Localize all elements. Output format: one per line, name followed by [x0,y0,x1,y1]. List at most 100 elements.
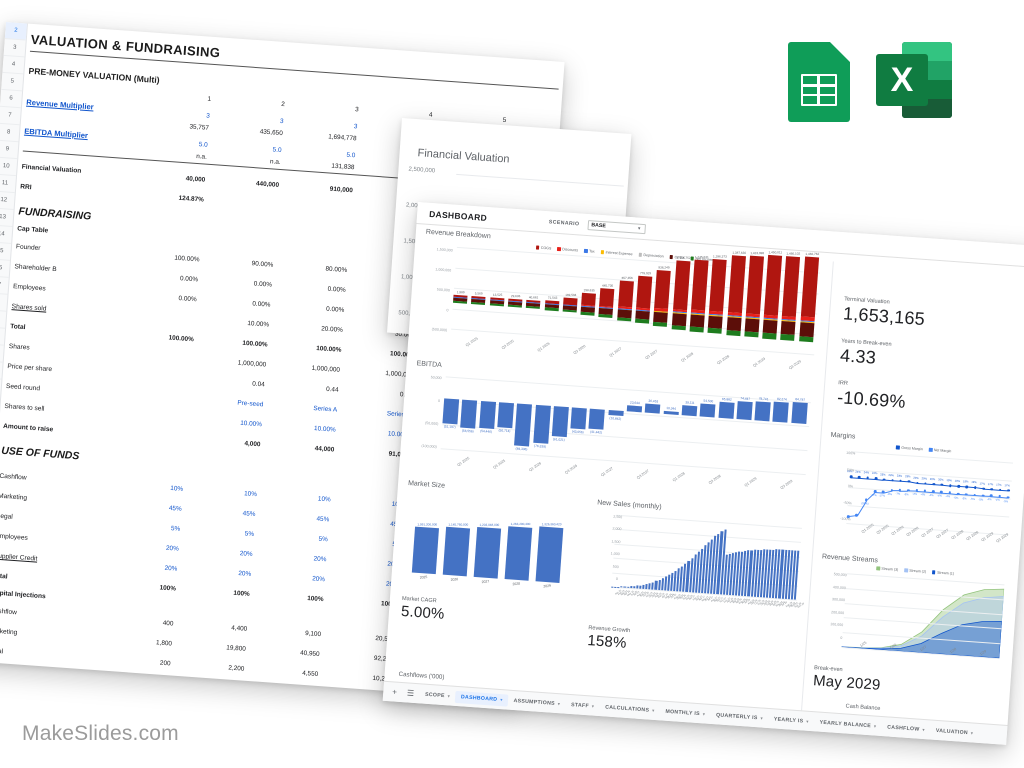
all-sheets-icon[interactable]: ☰ [406,688,415,698]
sheet-tab-quarterly-is[interactable]: QUARTERLY IS ▾ [710,708,769,724]
sheet-tab-scope[interactable]: SCOPE ▾ [419,688,456,703]
kpi-value: 5.00% [400,602,446,623]
x-tick-label: 2029 [543,583,552,589]
gridline [442,424,808,452]
sheet-tab-yearly-is[interactable]: YEARLY IS ▾ [768,713,815,728]
x-tick-label: Q1 2029 [752,356,766,368]
data-label: 23% [904,474,911,479]
bar-data-label: 1,989 [456,290,465,295]
chevron-down-icon[interactable]: ▾ [702,711,706,717]
bar-segment-net-income [725,329,741,337]
sheet-tab-cashflow[interactable]: CASHFLOW ▾ [881,721,930,736]
row-number: 10 [0,157,18,177]
chevron-down-icon[interactable]: ▾ [447,693,451,699]
table-cell: 5.0 [272,146,282,155]
legend-item: Discounts [557,247,578,252]
bar-segment-net-income [798,335,814,343]
chevron-down-icon[interactable]: ▾ [557,701,561,707]
table-cell: 5% [170,525,181,533]
chevron-down-icon[interactable]: ▾ [873,723,877,729]
bar-data-label: (84,336) [515,446,528,452]
legend-label: Tax [588,249,595,254]
new-sales-bar [636,585,639,589]
line-segment [875,478,885,481]
sheet-tab-staff[interactable]: STAFF ▾ [565,698,600,712]
ebitda-bar: 39,111 [681,401,698,416]
data-label: 19% [971,480,977,485]
x-tick-label: Q3 2027 [644,349,659,361]
table-cell [122,416,196,421]
table-cell: 45% [168,504,182,513]
x-tick-label: 2026 [450,577,459,582]
dashboard-body: Revenue Breakdown COGS Discounts Tax Intere… [383,224,1024,745]
chevron-down-icon[interactable]: ▾ [500,697,503,703]
ebitda-bar: 36,453 [645,399,661,414]
x-tick-label: 2025 [419,574,428,580]
x-tick-label: Q1 2028 [680,351,695,363]
bar-negative-group [707,315,723,334]
chevron-down-icon[interactable]: ▾ [760,715,764,721]
bar-data-label: (61,021) [552,437,565,443]
x-tick-label: 2027 [481,579,490,585]
sheet-tab-dashboard[interactable]: DASHBOARD ▾ [454,690,509,707]
bar-data-label: 36,453 [648,398,659,404]
row-label: Shareholder B [14,263,57,274]
x-tick-label: Q1 2026 [528,461,543,473]
table-cell: 1,000,000 [311,364,341,374]
table-cell: 910,000 [329,185,354,195]
row-label: Marketing [0,627,18,637]
bar-data-label: 74,447 [740,395,751,401]
cashflows-label: Cashflows ('000) [398,670,445,682]
legend-label: COGS [540,245,552,251]
sheet-tab-assumptions[interactable]: ASSUMPTIONS ▾ [507,694,565,710]
legend-label: Stream (2) [909,568,927,574]
row-label: Revenue Multiplier [25,97,94,112]
sheet-tab-calculations[interactable]: CALCULATIONS ▾ [599,701,660,717]
x-tick-label: Q3 2025 [492,458,507,470]
sheet-tab-yearly-balance[interactable]: YEARLY BALANCE ▾ [813,716,881,733]
row-label: Shares to sell [4,402,45,413]
chevron-down-icon[interactable]: ▾ [591,703,595,709]
data-label: 20% [938,478,944,482]
table-cell: 1,000,000 [237,359,267,369]
chevron-down-icon[interactable]: ▾ [652,707,655,713]
bar-data-label: 445,730 [602,283,614,288]
y-tick-label: (500,000) [431,327,448,333]
chevron-down-icon[interactable]: ▾ [970,730,974,736]
scenario-dropdown[interactable]: BASE ▼ [587,219,646,234]
bar-data-label: (41,442) [589,430,603,436]
table-cell: 20% [313,555,327,564]
bar-data-label: 13,525 [492,292,502,297]
bar-data-label: (50,714) [498,428,511,434]
bar-data-label: 778,929 [639,271,652,276]
bar-negative-group [525,302,541,310]
y-tick-label: 400,000 [832,584,846,590]
sheet-tab-monthly-is[interactable]: MONTHLY IS ▾ [659,705,710,721]
table-cell: 44,000 [314,445,335,454]
row-number: 13 [0,208,14,227]
sheet-tab-valuation[interactable]: VALUATION ▾ [929,724,978,739]
add-sheet-icon[interactable]: + [392,687,398,697]
data-label: -4% [936,494,942,498]
x-tick-label: Q3 2029 [788,359,802,371]
chevron-down-icon[interactable]: ▾ [922,726,926,733]
bar-segment-opex [780,320,796,336]
table-cell: 0.00% [325,305,345,314]
table-cell: 19,800 [226,644,247,653]
chevron-down-icon[interactable]: ▾ [806,718,809,724]
watermark: MakeSlides.com [22,722,179,745]
dashboard-sheet[interactable]: DASHBOARD SCENARIO BASE ▼ Revenue Breakd… [382,202,1024,745]
stacked-bar: 40,661 [525,295,541,310]
table-cell: 4,550 [301,669,319,678]
y-tick-label: 100% [846,450,856,456]
bar-data-label: 1,326,360,420 [541,521,562,526]
ebitda-bar: 23,644 [626,400,643,412]
table-cell: 1,800 [155,639,173,648]
legend-swatch [557,247,561,251]
row-label: Amount to raise [2,422,54,434]
data-label: 17% [979,481,986,486]
table-cell: Series A [313,404,338,414]
bar-data-label: 54,500 [703,398,714,403]
gridline [456,246,821,274]
table-cell: 20% [165,544,179,553]
